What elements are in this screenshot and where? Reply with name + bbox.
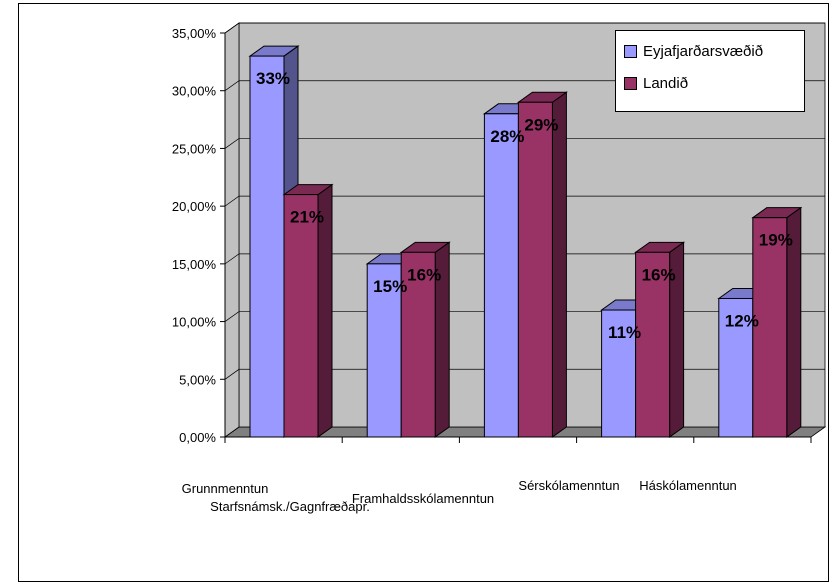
x-tick-label: Framhaldsskólamenntun: [352, 491, 494, 506]
chart-side-wall: [225, 23, 239, 437]
legend: Eyjafjarðarsvæðið Landið: [615, 30, 805, 112]
data-label: 19%: [759, 231, 793, 250]
x-tick-label: Háskólamenntun: [639, 478, 737, 493]
data-label: 28%: [490, 127, 524, 146]
data-label: 33%: [256, 69, 290, 88]
legend-swatch-series-1: [624, 45, 637, 58]
y-tick-label: 10,00%: [172, 315, 217, 330]
bar: [284, 195, 318, 437]
y-tick-label: 35,00%: [172, 26, 217, 41]
x-tick-label: Starfsnámsk./Gagnfræðapr.: [210, 499, 370, 514]
data-label: 16%: [407, 265, 441, 284]
y-tick-label: 5,00%: [179, 372, 216, 387]
bar-side: [552, 92, 566, 437]
y-tick-label: 30,00%: [172, 84, 217, 99]
data-label: 12%: [725, 311, 759, 330]
y-tick-label: 0,00%: [179, 430, 216, 445]
y-tick-label: 15,00%: [172, 257, 217, 272]
bar: [250, 56, 284, 437]
legend-label-series-2: Landið: [643, 75, 688, 92]
bar: [484, 114, 518, 437]
data-label: 15%: [373, 277, 407, 296]
x-tick-label: Grunnmenntun: [182, 481, 269, 496]
data-label: 29%: [524, 115, 558, 134]
legend-label-series-1: Eyjafjarðarsvæðið: [643, 43, 763, 60]
legend-swatch-series-2: [624, 77, 637, 90]
data-label: 21%: [290, 208, 324, 227]
legend-item-series-1: Eyjafjarðarsvæðið: [624, 41, 763, 61]
data-label: 16%: [642, 265, 676, 284]
data-label: 11%: [608, 323, 641, 342]
bar: [518, 102, 552, 437]
y-tick-label: 20,00%: [172, 199, 217, 214]
legend-item-series-2: Landið: [624, 73, 688, 93]
x-tick-label: Sérskólamenntun: [518, 478, 619, 493]
y-tick-label: 25,00%: [172, 141, 217, 156]
